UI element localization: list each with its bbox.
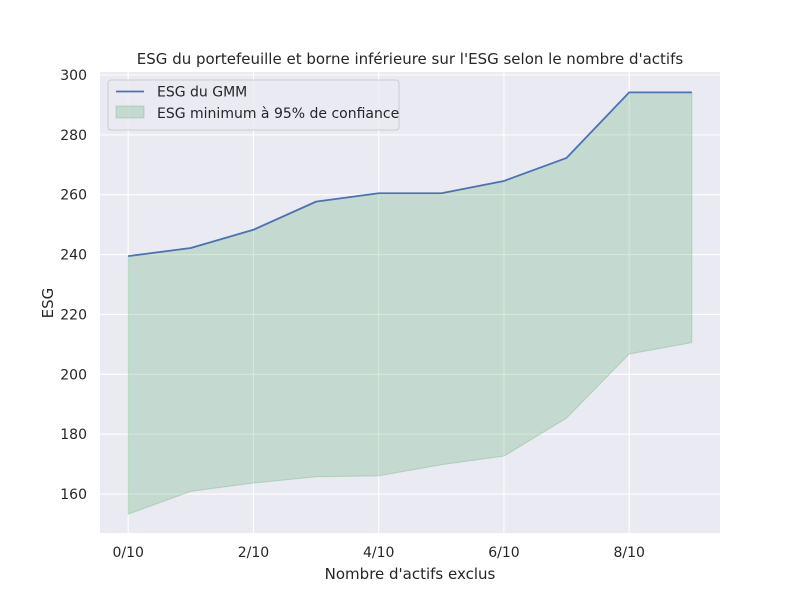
legend-frame xyxy=(107,79,400,131)
chart-title: ESG du portefeuille et borne inférieure … xyxy=(137,50,684,68)
x-tick-label: 0/10 xyxy=(112,545,143,561)
y-tick-labels: 160 180 200 220 240 260 280 300 xyxy=(60,68,87,503)
y-tick-label: 200 xyxy=(60,367,87,383)
legend-swatch-confidence-band xyxy=(115,105,145,119)
y-tick-label: 300 xyxy=(60,68,87,84)
x-tick-label: 4/10 xyxy=(363,545,394,561)
y-tick-label: 280 xyxy=(60,128,87,144)
x-tick-label: 6/10 xyxy=(488,545,519,561)
gmm-line-layer xyxy=(128,91,692,257)
y-axis-title: ESG xyxy=(39,288,57,319)
y-tick-label: 260 xyxy=(60,188,87,204)
y-tick-label: 240 xyxy=(60,248,87,264)
plot-area xyxy=(100,72,720,533)
legend-label-gmm: ESG du GMM xyxy=(157,85,247,101)
gmm-line xyxy=(128,91,692,257)
y-tick-label: 220 xyxy=(60,307,87,323)
legend: ESG du GMM ESG minimum à 95% de confianc… xyxy=(107,79,400,131)
y-tick-label: 180 xyxy=(60,427,87,443)
legend-label-confidence-band: ESG minimum à 95% de confiance xyxy=(157,106,399,122)
grid-lines xyxy=(100,72,720,533)
x-tick-label: 2/10 xyxy=(238,545,269,561)
x-tick-labels: 0/10 2/10 4/10 6/10 8/10 xyxy=(112,545,644,561)
y-tick-label: 160 xyxy=(60,487,87,503)
x-tick-label: 8/10 xyxy=(613,545,644,561)
x-axis-title: Nombre d'actifs exclus xyxy=(325,565,496,583)
